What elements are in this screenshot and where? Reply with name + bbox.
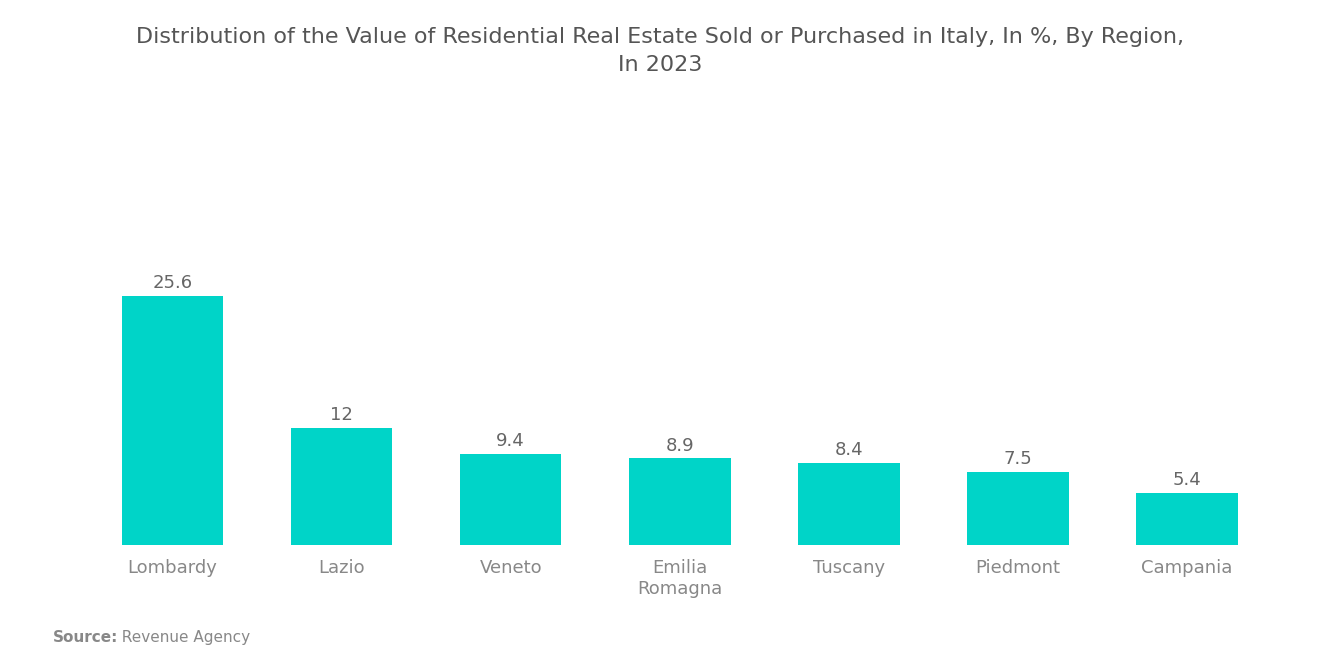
Bar <box>459 454 561 545</box>
Bar <box>290 428 392 545</box>
Text: 25.6: 25.6 <box>153 274 193 292</box>
Text: 7.5: 7.5 <box>1003 450 1032 468</box>
Bar <box>121 296 223 545</box>
Bar <box>1137 493 1238 545</box>
Text: 8.4: 8.4 <box>834 442 863 460</box>
Text: Source:: Source: <box>53 630 119 645</box>
Text: 12: 12 <box>330 406 352 424</box>
Bar <box>799 464 900 545</box>
Bar <box>630 458 730 545</box>
Text: 5.4: 5.4 <box>1172 471 1201 489</box>
Bar <box>968 472 1069 545</box>
Text: 8.9: 8.9 <box>665 437 694 455</box>
Text: 9.4: 9.4 <box>496 432 525 450</box>
Text: Distribution of the Value of Residential Real Estate Sold or Purchased in Italy,: Distribution of the Value of Residential… <box>136 27 1184 74</box>
Text: Revenue Agency: Revenue Agency <box>112 630 251 645</box>
